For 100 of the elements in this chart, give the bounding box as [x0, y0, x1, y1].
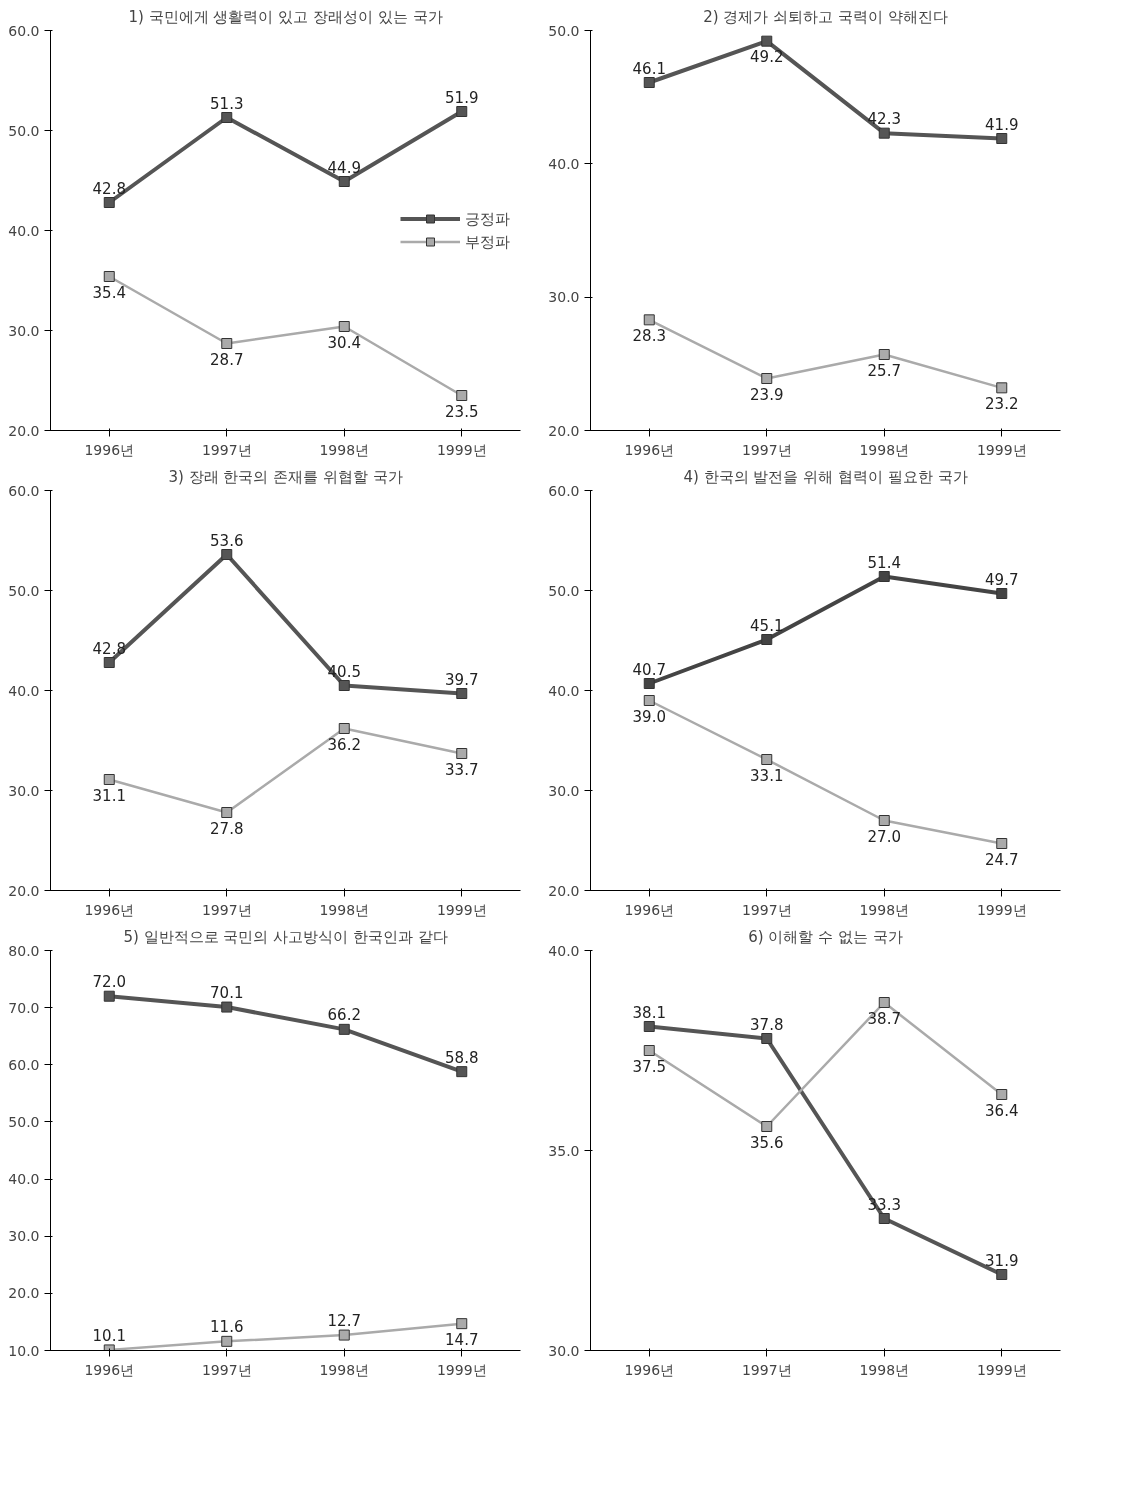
y-tick-label: 50.0	[8, 582, 40, 599]
y-tick-label: 20.0	[8, 882, 40, 899]
data-label: 33.7	[445, 760, 479, 779]
point	[996, 838, 1008, 849]
point	[338, 1329, 350, 1341]
data-label: 31.9	[985, 1251, 1019, 1270]
x-tick-label: 1998년	[319, 1361, 370, 1378]
data-label: 31.1	[92, 786, 126, 805]
data-label: 42.3	[867, 110, 901, 129]
y-tick-label: 40.0	[548, 942, 580, 959]
y-tick-label: 20.0	[548, 882, 580, 899]
y-tick-label: 40.0	[8, 1171, 40, 1188]
x-tick-label: 1997년	[741, 441, 792, 458]
point	[338, 321, 350, 332]
y-tick-label: 30.0	[548, 782, 580, 799]
y-tick-label: 40.0	[548, 682, 580, 699]
point	[996, 133, 1008, 144]
data-label: 23.5	[445, 402, 479, 421]
point	[878, 997, 890, 1008]
y-tick-label: 10.0	[8, 1342, 40, 1359]
y-tick-label: 50.0	[8, 1113, 40, 1130]
data-label: 37.5	[632, 1057, 666, 1076]
point	[221, 112, 233, 123]
y-tick-label: 60.0	[8, 482, 40, 499]
y-tick-label: 60.0	[8, 1056, 40, 1073]
y-tick-label: 30.0	[548, 289, 580, 306]
x-tick-label: 1996년	[84, 1361, 135, 1378]
x-tick-label: 1997년	[201, 441, 252, 458]
point	[761, 1121, 773, 1132]
data-label: 51.9	[445, 88, 479, 107]
x-tick-label: 1999년	[976, 441, 1027, 458]
point	[643, 1021, 655, 1032]
point	[103, 271, 115, 282]
point	[761, 754, 773, 765]
data-label: 35.6	[750, 1133, 784, 1152]
y-tick-label: 20.0	[8, 422, 40, 439]
y-tick-label: 50.0	[548, 582, 580, 599]
y-tick-label: 20.0	[8, 1285, 40, 1302]
point	[338, 176, 350, 187]
point	[878, 1213, 890, 1224]
point	[761, 1033, 773, 1044]
x-tick-label: 1999년	[976, 1361, 1027, 1378]
data-label: 23.9	[750, 385, 784, 404]
chart-title: 1) 국민에게 생활력이 있고 장래성이 있는 국가	[128, 7, 443, 26]
y-tick-label: 80.0	[8, 942, 40, 959]
chart-title: 3) 장래 한국의 존재를 위협할 국가	[168, 467, 403, 486]
point	[761, 634, 773, 645]
data-label: 46.1	[632, 59, 666, 78]
point	[456, 390, 468, 401]
point	[103, 197, 115, 208]
x-tick-label: 1999년	[436, 441, 487, 458]
y-tick-label: 60.0	[8, 22, 40, 39]
x-tick-label: 1997년	[741, 901, 792, 918]
data-label: 25.7	[867, 361, 901, 380]
x-tick-label: 1999년	[436, 1361, 487, 1378]
y-tick-label: 40.0	[8, 682, 40, 699]
point	[456, 106, 468, 117]
y-tick-label: 30.0	[8, 782, 40, 799]
point	[338, 1023, 350, 1035]
point	[643, 678, 655, 689]
data-label: 23.2	[985, 394, 1019, 413]
legend-label: 긍정파	[465, 209, 510, 228]
x-tick-label: 1998년	[859, 901, 910, 918]
point	[103, 774, 115, 785]
data-label: 53.6	[210, 531, 244, 550]
point	[456, 1318, 468, 1330]
x-tick-label: 1996년	[624, 441, 675, 458]
data-label: 12.7	[327, 1312, 361, 1331]
data-label: 44.9	[327, 158, 361, 177]
data-label: 37.8	[750, 1015, 784, 1034]
point	[643, 314, 655, 326]
y-tick-label: 50.0	[548, 22, 580, 39]
point	[761, 373, 773, 384]
data-label: 14.7	[445, 1330, 479, 1349]
data-label: 51.4	[867, 553, 901, 572]
y-tick-label: 70.0	[8, 999, 40, 1016]
point	[456, 748, 468, 759]
y-tick-label: 35.0	[548, 1142, 580, 1159]
data-label: 36.4	[985, 1101, 1019, 1120]
point	[456, 688, 468, 699]
y-tick-label: 60.0	[548, 482, 580, 499]
data-label: 49.7	[985, 570, 1019, 589]
point	[221, 338, 233, 349]
data-label: 38.7	[867, 1009, 901, 1028]
x-tick-label: 1998년	[859, 1361, 910, 1378]
point	[643, 77, 655, 88]
chart-title: 6) 이해할 수 없는 국가	[748, 927, 903, 946]
x-tick-label: 1999년	[436, 901, 487, 918]
data-label: 72.0	[92, 973, 126, 992]
x-tick-label: 1997년	[201, 901, 252, 918]
x-tick-label: 1998년	[859, 441, 910, 458]
y-tick-label: 30.0	[8, 322, 40, 339]
data-label: 39.0	[632, 707, 666, 726]
data-label: 38.1	[632, 1003, 666, 1022]
x-tick-label: 1997년	[741, 1361, 792, 1378]
point	[996, 382, 1008, 394]
point	[878, 815, 890, 826]
chart-title: 2) 경제가 쇠퇴하고 국력이 약해진다	[703, 7, 948, 26]
data-label: 58.8	[445, 1048, 479, 1067]
data-label: 11.6	[210, 1318, 244, 1337]
